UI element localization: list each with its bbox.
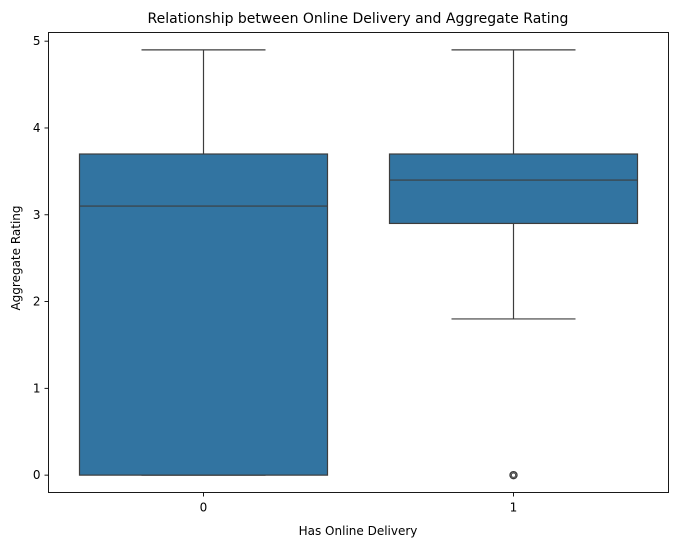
y-tick-label: 0 <box>33 468 41 482</box>
y-axis-label: Aggregate Rating <box>9 205 23 310</box>
y-axis: 0 1 2 3 4 5 <box>33 34 49 482</box>
y-tick-label: 4 <box>33 121 41 135</box>
plot-area <box>78 49 639 480</box>
x-tick-label: 1 <box>510 501 518 515</box>
box-iqr <box>388 153 639 225</box>
y-tick-label: 1 <box>33 381 41 395</box>
y-tick-label: 5 <box>33 34 41 48</box>
box-group-0 <box>78 49 329 476</box>
outlier-point-overlap <box>510 472 517 478</box>
y-tick-label: 2 <box>33 295 41 309</box>
plot-frame <box>48 32 669 493</box>
y-tick-label: 3 <box>33 208 41 222</box>
x-tick-label: 0 <box>200 501 208 515</box>
outlier-point <box>509 470 518 480</box>
box-group-1 <box>388 49 639 480</box>
box-iqr <box>78 153 329 476</box>
chart-title: Relationship between Online Delivery and… <box>148 11 569 27</box>
x-axis-label: Has Online Delivery <box>299 524 418 538</box>
